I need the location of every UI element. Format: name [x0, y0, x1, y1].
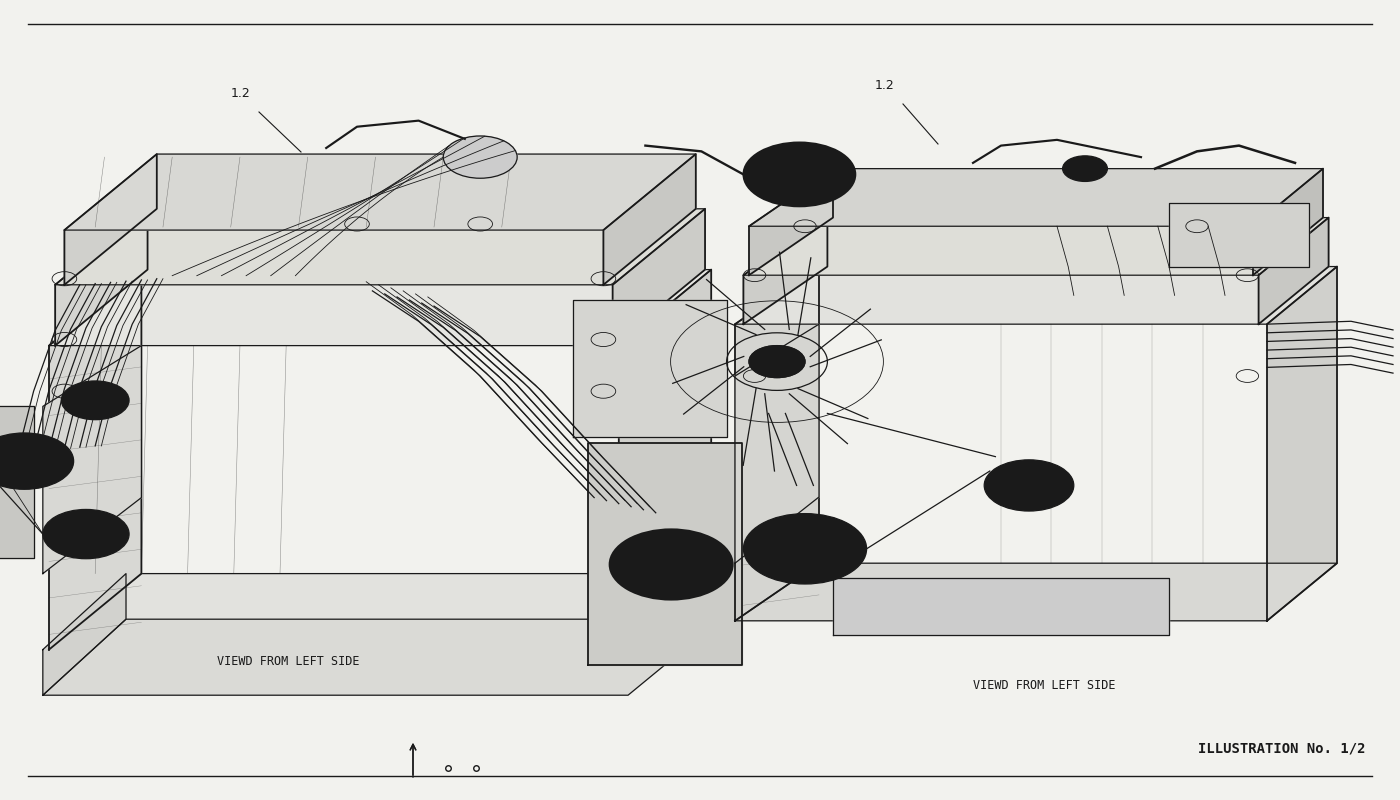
Text: 1.2: 1.2: [231, 87, 251, 100]
Polygon shape: [43, 619, 721, 695]
Polygon shape: [743, 218, 827, 324]
Polygon shape: [55, 209, 706, 285]
Polygon shape: [1267, 266, 1337, 621]
Circle shape: [0, 433, 74, 490]
Text: VIEWD FROM LEFT SIDE: VIEWD FROM LEFT SIDE: [217, 655, 360, 668]
Polygon shape: [749, 169, 1323, 226]
Polygon shape: [588, 443, 742, 665]
Polygon shape: [735, 563, 1337, 621]
Polygon shape: [603, 154, 696, 285]
Polygon shape: [1253, 169, 1323, 275]
Polygon shape: [735, 266, 1337, 324]
Circle shape: [984, 460, 1074, 511]
Circle shape: [43, 510, 129, 558]
Circle shape: [743, 142, 855, 206]
Polygon shape: [573, 300, 727, 437]
Circle shape: [444, 136, 517, 178]
Polygon shape: [735, 266, 819, 621]
Polygon shape: [64, 154, 157, 285]
Circle shape: [743, 514, 867, 584]
Circle shape: [1063, 156, 1107, 182]
Polygon shape: [619, 270, 711, 650]
Polygon shape: [749, 169, 833, 275]
Circle shape: [62, 381, 129, 420]
Text: ILLUSTRATION No. 1/2: ILLUSTRATION No. 1/2: [1197, 742, 1365, 756]
Polygon shape: [43, 346, 141, 574]
Polygon shape: [613, 209, 706, 346]
Polygon shape: [1259, 218, 1329, 324]
Polygon shape: [833, 578, 1169, 635]
Circle shape: [609, 530, 732, 600]
Polygon shape: [55, 209, 147, 346]
Polygon shape: [43, 574, 126, 695]
Text: 1.2: 1.2: [875, 79, 895, 92]
Polygon shape: [0, 406, 34, 558]
Polygon shape: [743, 218, 1329, 275]
Polygon shape: [735, 324, 819, 563]
Text: VIEWD FROM LEFT SIDE: VIEWD FROM LEFT SIDE: [973, 679, 1116, 692]
Polygon shape: [64, 154, 696, 230]
Polygon shape: [49, 270, 711, 346]
Polygon shape: [49, 270, 141, 650]
Polygon shape: [1169, 203, 1309, 266]
Circle shape: [749, 346, 805, 378]
Polygon shape: [49, 574, 711, 650]
